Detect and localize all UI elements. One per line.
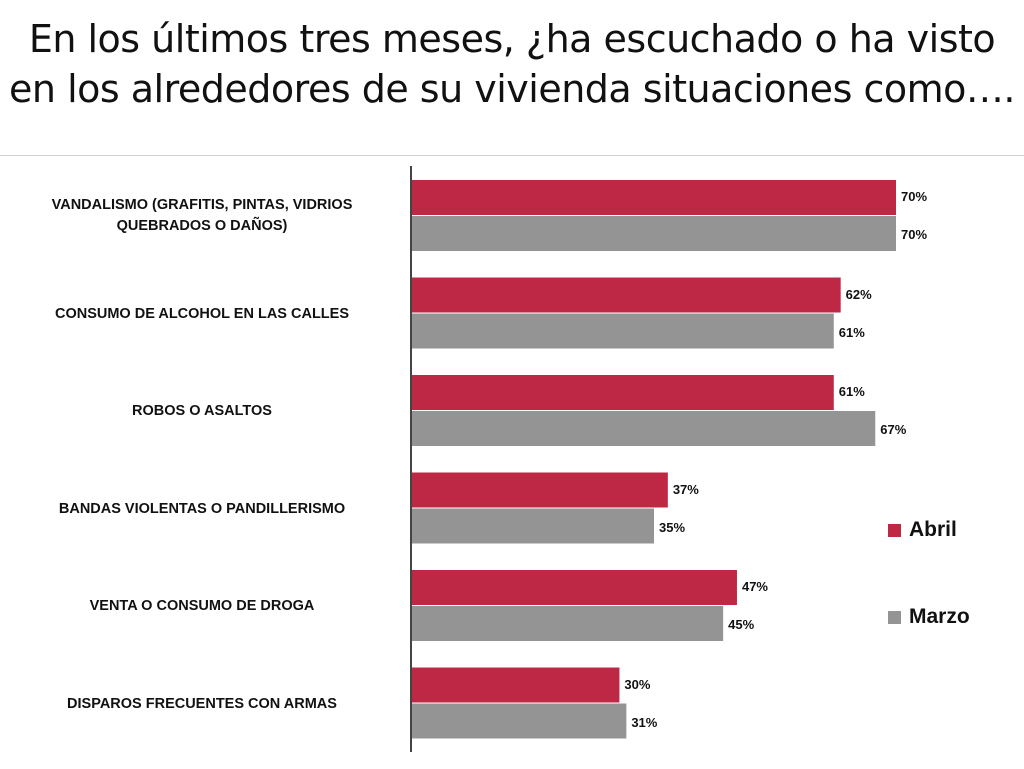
data-label-marzo-4: 35% xyxy=(659,519,686,535)
category-label-5: VENTA O CONSUMO DE DROGA xyxy=(89,598,315,614)
bar-abril-6 xyxy=(412,667,620,703)
bar-marzo-1 xyxy=(412,216,896,251)
title-line-1: En los últimos tres meses, ¿ha escuchado… xyxy=(28,17,996,61)
chart-title: En los últimos tres meses, ¿ha escuchado… xyxy=(0,14,1024,114)
data-label-marzo-1: 70% xyxy=(901,227,928,242)
category-label-3: ROBOS O ASALTOS xyxy=(132,403,272,419)
data-label-marzo-6: 31% xyxy=(631,714,658,730)
bar-abril-1 xyxy=(412,180,896,215)
data-label-abril-6: 30% xyxy=(624,676,651,692)
bar-abril-4 xyxy=(412,472,668,508)
data-label-abril-3: 61% xyxy=(838,384,865,399)
legend-label-marzo: Marzo xyxy=(909,605,970,628)
data-label-abril-1: 70% xyxy=(901,189,928,204)
legend-swatch-marzo xyxy=(888,610,901,624)
data-label-marzo-5: 45% xyxy=(728,617,755,632)
data-label-abril-5: 47% xyxy=(741,579,768,594)
legend-swatch-abril xyxy=(888,523,901,537)
data-label-marzo-2: 61% xyxy=(838,324,865,340)
bar-marzo-2 xyxy=(412,313,834,349)
data-label-marzo-3: 67% xyxy=(880,422,907,437)
legend-label-abril: Abril xyxy=(909,518,957,541)
bar-marzo-6 xyxy=(412,703,627,739)
bar-abril-3 xyxy=(412,375,834,410)
category-label-4: BANDAS VIOLENTAS O PANDILLERISMO xyxy=(58,500,346,517)
data-label-abril-4: 37% xyxy=(672,481,699,497)
bar-abril-5 xyxy=(412,570,737,605)
chart-panel xyxy=(0,155,1024,769)
category-label-6: DISPAROS FRECUENTES CON ARMAS xyxy=(67,695,337,712)
category-label-2: CONSUMO DE ALCOHOL EN LAS CALLES xyxy=(54,305,350,322)
legend-item-marzo: Marzo xyxy=(888,605,970,629)
bar-marzo-5 xyxy=(412,606,724,641)
category-label-1: VANDALISMO (GRAFITIS, PINTAS, VIDRIOS QU… xyxy=(51,197,353,234)
bar-marzo-3 xyxy=(412,411,876,446)
bar-abril-2 xyxy=(412,277,841,313)
bar-marzo-4 xyxy=(412,508,654,544)
legend-item-abril: Abril xyxy=(888,518,957,542)
title-line-2: en los alrededores de su vivienda situac… xyxy=(9,67,1015,111)
data-label-abril-2: 62% xyxy=(845,286,872,302)
